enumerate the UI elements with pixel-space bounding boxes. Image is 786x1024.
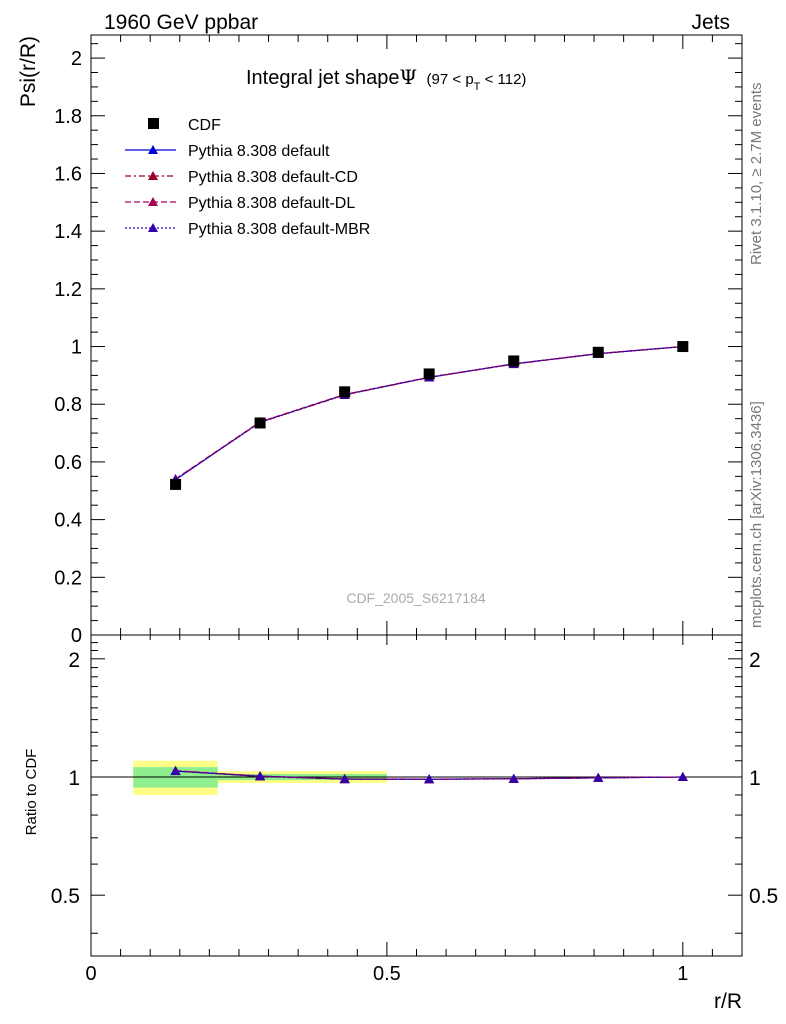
x-tick-label: 1 [677, 963, 688, 985]
axis-ticks [90, 35, 742, 956]
title-symbol: Ψ [399, 65, 417, 89]
ratio-series-point [170, 765, 181, 775]
ratio-y-axis-label: Ratio to CDF [23, 749, 40, 836]
series-line [175, 345, 683, 481]
data-point [254, 417, 266, 429]
ratio-series-point [508, 773, 519, 783]
data-point [508, 355, 520, 367]
legend-marker [148, 145, 158, 154]
ratio-tick-label: 2 [68, 649, 80, 672]
ratio-series-point [424, 774, 435, 784]
x-tick-label: 0 [85, 963, 96, 985]
legend-marker [148, 223, 158, 232]
legend-label: Pythia 8.308 default-CD [188, 169, 358, 186]
y-tick-label: 0.2 [54, 567, 82, 589]
analysis-watermark: CDF_2005_S6217184 [346, 590, 486, 606]
header-right: Jets [691, 11, 730, 34]
plot-title: Integral jet shapeΨ (97 < pT < 112) [246, 65, 526, 93]
legend: CDF Pythia 8.308 default Pythia 8.308 defa… [125, 117, 370, 238]
ratio-series-point [593, 772, 604, 782]
ratio-tick-label: 1 [749, 767, 761, 790]
y-tick-label: 1 [71, 337, 82, 359]
x-axis-label: r/R [714, 990, 742, 1013]
title-range-post: < 112) [480, 71, 526, 88]
title-range-sub: T [474, 81, 481, 93]
mcplots-label: mcplots.cern.ch [arXiv:1306.3436] [748, 401, 765, 628]
header-left: 1960 GeV ppbar [104, 11, 258, 34]
data-point [677, 341, 689, 353]
data-point [423, 368, 435, 380]
legend-marker [148, 197, 158, 206]
y-tick-label: 0 [71, 625, 82, 647]
rivet-label: Rivet 3.1.10, ≥ 2.7M events [748, 83, 765, 266]
y-tick-label: 0.4 [54, 510, 82, 532]
series-lines [175, 345, 683, 780]
ratio-panel-frame [90, 634, 743, 957]
legend-label: Pythia 8.308 default [188, 143, 330, 160]
data-point [170, 478, 182, 490]
title-main: Integral jet shape [246, 67, 399, 89]
legend-marker [148, 171, 158, 180]
y-tick-label: 1.6 [54, 163, 82, 185]
ratio-series-point [339, 774, 350, 784]
ratio-series-point [677, 772, 688, 782]
series-markers [170, 341, 689, 784]
legend-label: Pythia 8.308 default-MBR [188, 221, 370, 238]
ratio-tick-label: 0.5 [749, 885, 778, 908]
data-point [592, 346, 604, 358]
y-tick-label: 0.6 [54, 452, 82, 474]
x-tick-label: 0.5 [373, 963, 401, 985]
series-line [175, 345, 683, 481]
ratio-series-point [255, 771, 266, 781]
y-tick-label: 2 [71, 48, 82, 70]
data-point [339, 386, 351, 398]
ratio-tick-label: 1 [68, 767, 80, 790]
y-tick-label: 0.8 [54, 394, 82, 416]
legend-label: CDF [188, 117, 221, 134]
legend-label: Pythia 8.308 default-DL [188, 195, 355, 212]
ratio-tick-label: 2 [749, 649, 761, 672]
y-tick-label: 1.2 [54, 279, 82, 301]
series-line [175, 345, 683, 480]
series-line [175, 345, 683, 480]
y-tick-label: 1.4 [54, 221, 82, 243]
legend-marker [148, 118, 159, 129]
y-axis-label: Psi(r/R) [17, 36, 40, 107]
tick-labels: 00.20.40.60.811.21.41.61.820.5 0.51 12 20 0.… [51, 48, 778, 985]
ratio-tick-label: 0.5 [51, 885, 80, 908]
title-range-pre: (97 < p [427, 71, 474, 88]
y-tick-label: 1.8 [54, 106, 82, 128]
